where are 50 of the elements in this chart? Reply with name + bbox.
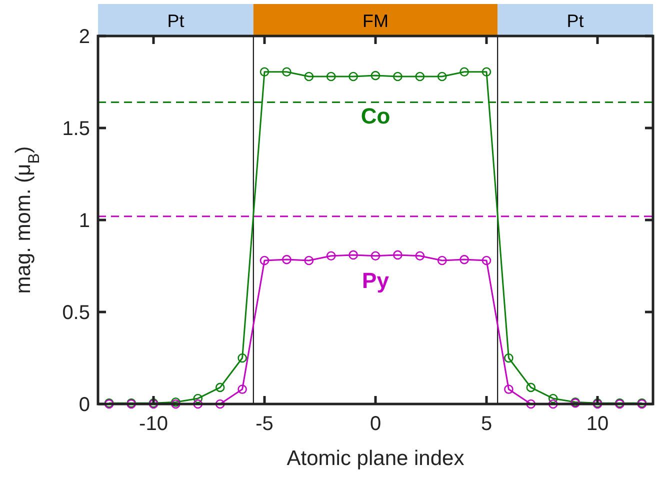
point xyxy=(193,394,203,404)
x-tick-label: 0 xyxy=(370,413,382,435)
point xyxy=(215,399,225,409)
y-tick-label: 1 xyxy=(78,210,90,232)
point xyxy=(260,256,270,266)
point xyxy=(238,353,247,363)
point xyxy=(504,353,514,363)
series-label: Py xyxy=(362,268,390,293)
point xyxy=(304,72,314,82)
point xyxy=(393,72,402,82)
point xyxy=(437,72,447,82)
point xyxy=(526,382,536,392)
text: Pt xyxy=(167,11,184,31)
point xyxy=(193,399,203,409)
text: Pt xyxy=(566,11,584,31)
x-tick-label: -10 xyxy=(139,413,168,435)
x-axis-title: Atomic plane index xyxy=(286,447,465,470)
point xyxy=(548,399,558,409)
point xyxy=(415,251,425,261)
point xyxy=(460,67,469,77)
point xyxy=(393,250,402,260)
point xyxy=(326,251,336,261)
point xyxy=(482,256,492,266)
point xyxy=(504,384,514,394)
point xyxy=(282,254,292,264)
point xyxy=(260,67,270,77)
point xyxy=(370,251,380,261)
point xyxy=(348,72,358,82)
y-tick-label: 2 xyxy=(78,26,90,48)
point xyxy=(304,256,314,266)
x-tick-label: 5 xyxy=(480,413,492,435)
point xyxy=(370,70,380,80)
point xyxy=(526,399,536,409)
y-tick-label: 0.5 xyxy=(62,302,90,324)
series-label: Co xyxy=(360,104,390,129)
point xyxy=(460,254,469,264)
point xyxy=(415,72,425,82)
point xyxy=(238,384,247,394)
point xyxy=(548,394,558,404)
x-tick-label: -5 xyxy=(256,413,274,435)
point xyxy=(482,67,492,77)
point xyxy=(282,67,292,77)
point xyxy=(215,382,225,392)
point xyxy=(348,250,358,260)
point xyxy=(437,256,447,266)
y-tick-label: 1.5 xyxy=(62,118,90,140)
point xyxy=(326,72,336,82)
x-tick-label: 10 xyxy=(586,413,609,435)
text: FM xyxy=(362,11,388,31)
y-tick-label: 0 xyxy=(78,394,90,416)
